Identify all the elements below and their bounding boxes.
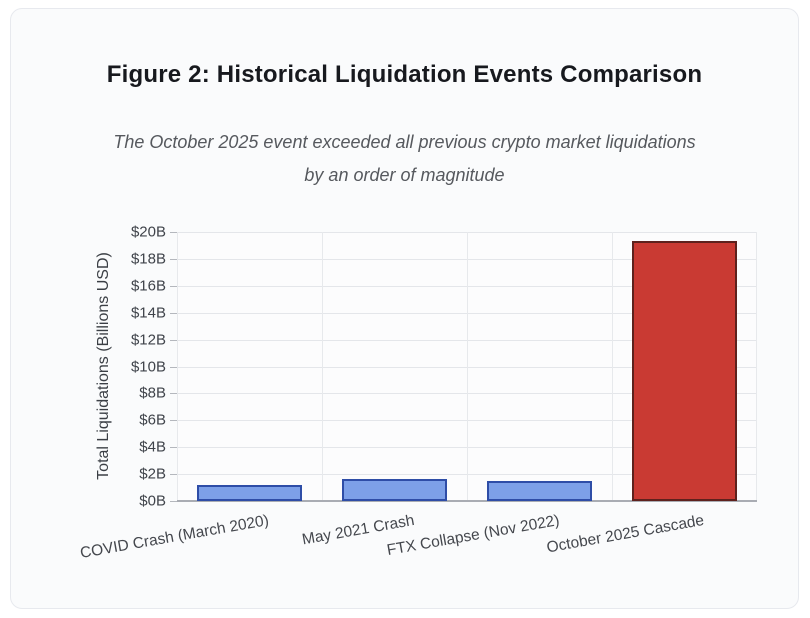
y-axis-tick-labels: $0B $2B $4B $6B $8B $10B $12B $14B $16B $18B $20B [0,224,166,510]
bar-october-2025-cascade [632,241,737,501]
y-tick-mark [170,501,177,502]
v-gridline [612,232,613,501]
figure-subtitle-line-1: The October 2025 event exceeded all prev… [113,132,696,152]
y-tick-mark [170,447,177,449]
y-tick-label: $6B [139,411,166,429]
y-tick-label: $0B [139,492,166,510]
v-gridline [322,232,323,501]
figure-title: Figure 2: Historical Liquidation Events … [106,61,703,88]
y-tick-mark [170,285,177,287]
y-tick-label: $4B [139,438,166,456]
y-tick-label: $16B [130,277,166,295]
y-tick-mark [170,393,177,395]
y-tick-label: $8B [139,384,166,402]
y-tick-mark [170,232,177,233]
bar-covid-crash-march-2020 [197,485,302,501]
y-tick-label: $12B [130,331,166,349]
plot-area [170,232,757,502]
figure-subtitle-line-2: by an order of magnitude [304,165,505,185]
y-tick-mark [170,366,177,368]
bar-ftx-collapse-nov-2022 [487,481,592,501]
y-tick-label: $14B [130,304,166,322]
figure-subtitle: The October 2025 event exceeded all prev… [31,126,778,192]
y-tick-label: $2B [139,465,166,483]
v-gridline [756,232,757,501]
y-tick-mark [170,312,177,314]
x-axis-line [177,500,757,502]
y-tick-label: $20B [130,223,166,241]
y-tick-mark [170,258,177,260]
y-tick-mark [170,474,177,476]
bar-may-2021-crash [342,479,447,501]
y-tick-label: $18B [130,250,166,268]
y-tick-label: $10B [130,358,166,375]
v-gridline [467,232,468,501]
y-tick-mark [170,339,177,341]
v-gridline [177,232,178,501]
y-tick-mark [170,420,177,422]
